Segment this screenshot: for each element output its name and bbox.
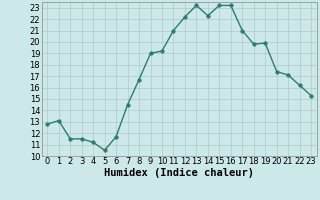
X-axis label: Humidex (Indice chaleur): Humidex (Indice chaleur) [104,168,254,178]
